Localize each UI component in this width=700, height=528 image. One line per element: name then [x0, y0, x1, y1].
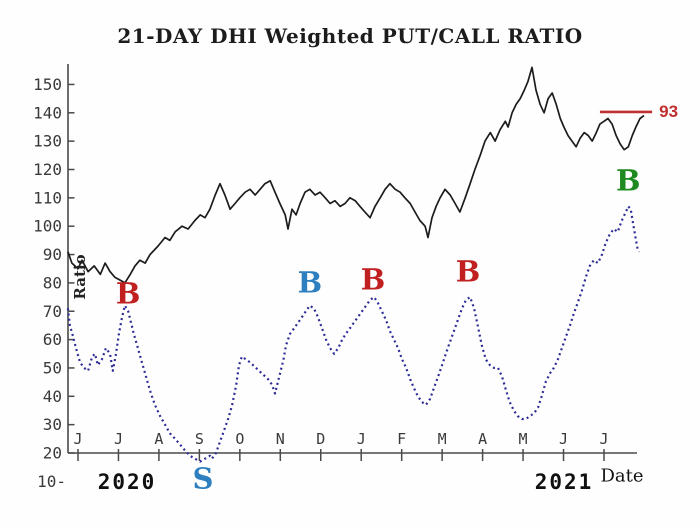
x-tick-label: J	[357, 430, 366, 448]
y-tick-label: 130	[33, 132, 62, 151]
x-axis-label: Date	[600, 465, 644, 487]
x-tick-label: D	[316, 430, 325, 448]
y-tick-label: 60	[43, 330, 62, 349]
price-line-series	[67, 66, 645, 284]
y-tick-label: 70	[43, 302, 62, 321]
y-tick-label: 30	[43, 415, 62, 434]
reference-line-label: 93	[659, 101, 679, 121]
y-tick-label: 40	[43, 387, 62, 406]
y-tick-label: 20	[43, 444, 62, 463]
x-tick-label: J	[114, 430, 123, 448]
buy-signal-jul-2020: B	[115, 276, 141, 311]
buy-signal-jan-2021: B	[360, 262, 386, 297]
x-tick-label: J	[559, 430, 568, 448]
x-tick-label: J	[73, 430, 82, 448]
x-tick-label: M	[438, 430, 447, 448]
y-tick-label: 100	[33, 217, 62, 236]
y-tick-label: 80	[43, 273, 62, 292]
sell-signal-sep-2020: S	[192, 461, 214, 495]
y-tick-label: 110	[33, 188, 62, 207]
y-tick-label: 150	[33, 75, 62, 94]
year-label-2021: 2021	[534, 470, 594, 494]
buy-signal-jul-2021: B	[615, 163, 641, 198]
y-tick-label: 120	[33, 160, 62, 179]
x-tick-label: A	[478, 430, 487, 448]
x-tick-label: M	[519, 430, 528, 448]
chart-title: 21-DAY DHI Weighted PUT/CALL RATIO	[117, 24, 583, 48]
x-tick-label: N	[276, 430, 285, 448]
buy-signal-nov-2020: B	[297, 265, 323, 300]
y-tick-label-10: 10-	[37, 472, 66, 491]
x-tick-label: A	[154, 430, 163, 448]
year-label-2020: 2020	[97, 470, 157, 494]
y-tick-label: 140	[33, 103, 62, 122]
y-tick-label: 50	[43, 358, 62, 377]
x-tick-label: S	[195, 430, 204, 448]
put-call-ratio-series	[66, 205, 641, 463]
buy-signal-apr-2021: B	[455, 254, 481, 289]
y-axis-label: Ratio	[71, 254, 89, 300]
y-tick-label: 90	[43, 245, 62, 264]
x-tick-label: J	[599, 430, 608, 448]
x-tick-label: F	[397, 430, 406, 448]
x-tick-label: O	[235, 430, 244, 448]
